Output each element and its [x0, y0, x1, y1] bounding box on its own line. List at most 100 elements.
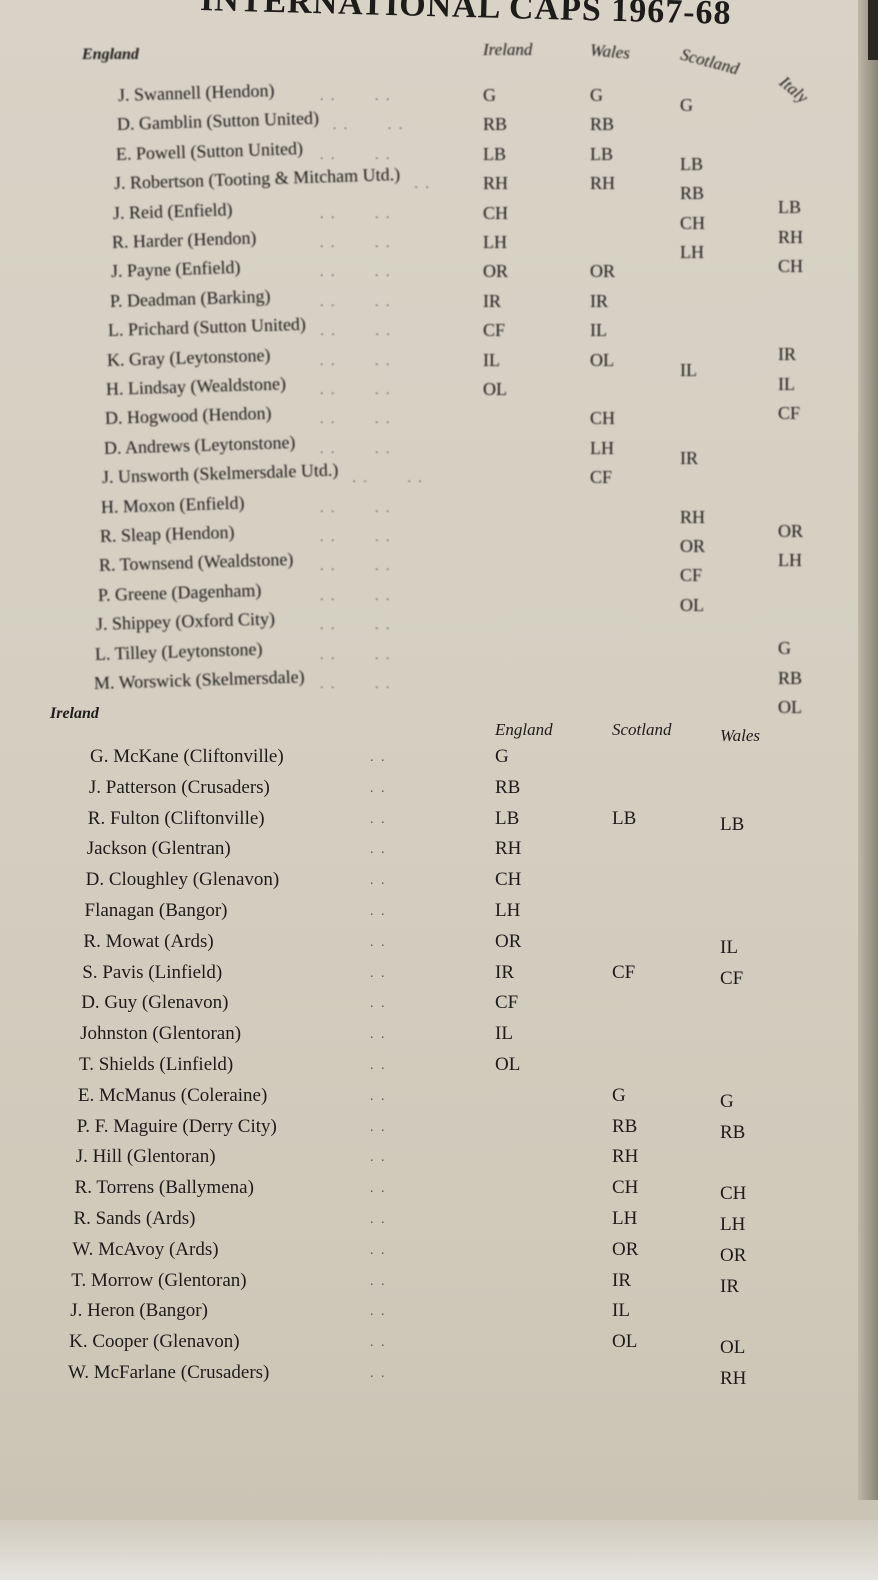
player-name: J. Heron (Bangor) — [70, 1300, 208, 1322]
player-name: J. Reid (Enfield) — [112, 198, 233, 223]
cap-position: G — [483, 85, 496, 105]
player-name: J. Patterson (Crusaders) — [88, 776, 270, 798]
player-row: Flanagan (Bangor) . . LH — [0, 900, 878, 928]
dot-leader: . . . . — [320, 89, 392, 104]
cap-position: OL — [483, 379, 507, 399]
player-row: P. F. Maguire (Derry City) . . RB RB — [0, 1116, 878, 1144]
cap-position: OL — [720, 1337, 746, 1359]
page-edge — [858, 0, 878, 1500]
cap-position: LH — [720, 1214, 746, 1235]
cap-position: RH — [495, 838, 522, 860]
player-row: J. Patterson (Crusaders) . . RB — [0, 777, 878, 805]
dot-leader: . . . . — [320, 618, 392, 634]
player-name: R. Harder (Hendon) — [111, 227, 257, 252]
cap-position: CF — [720, 967, 744, 989]
dot-leader: . . . . — [352, 471, 424, 487]
cap-position: IL — [612, 1300, 630, 1322]
player-name: J. Shippey (Oxford City) — [96, 608, 276, 635]
player-row: D. Guy (Glenavon) . . CF — [0, 992, 878, 1020]
cap-position: LH — [483, 232, 507, 252]
cap-position: IL — [590, 320, 607, 341]
cap-position: RB — [495, 776, 521, 798]
dot-leader: . . — [414, 177, 431, 193]
dot-leader: . . . . — [320, 383, 392, 398]
cap-position: OR — [680, 536, 706, 556]
cap-position: OR — [720, 1244, 747, 1266]
dot-leader: . . . . — [320, 265, 392, 281]
cap-position: CH — [612, 1177, 639, 1199]
cap-position: OL — [680, 594, 704, 615]
player-row: M. Worswick (Skelmersdale). . . . OL — [0, 666, 878, 717]
dot-leader: . . . . — [320, 353, 392, 369]
cap-position: OR — [612, 1238, 639, 1260]
player-name: R. Fulton (Cliftonville) — [87, 807, 265, 829]
page-bottom-margin — [0, 1520, 878, 1580]
column-header: Ireland — [483, 40, 533, 59]
player-name: Jackson (Glentran) — [86, 838, 231, 860]
dot-leader: . . — [370, 1150, 387, 1166]
player-name: K. Gray (Leytonstone) — [106, 344, 271, 370]
book-spine-shadow — [868, 0, 878, 60]
dot-leader: . . — [370, 1181, 387, 1197]
cap-position: LH — [778, 550, 802, 570]
player-name: H. Moxon (Enfield) — [100, 492, 245, 517]
dot-leader: . . — [370, 934, 387, 950]
dot-leader: . . . . — [320, 412, 392, 428]
dot-leader: . . . . — [332, 118, 405, 134]
player-name: T. Morrow (Glentoran) — [71, 1269, 247, 1291]
dot-leader: . . . . — [320, 324, 392, 340]
player-row: T. Shields (Linfield) . . OL — [0, 1054, 878, 1082]
player-row: D. Cloughley (Glenavon) . . CH — [0, 869, 878, 897]
cap-position: IR — [590, 290, 608, 311]
dot-leader: . . — [370, 750, 387, 765]
cap-position: OR — [590, 261, 616, 282]
cap-position: RH — [720, 1368, 747, 1389]
cap-position: IL — [483, 349, 500, 370]
player-row: L. Prichard (Sutton United) . . . . CF IL IR — [0, 314, 878, 364]
dot-leader: . . — [370, 842, 387, 858]
player-name: H. Lindsay (Wealdstone) — [105, 373, 287, 399]
column-header: England — [495, 720, 553, 739]
player-row: D. Hogwood (Hendon) . . . . CH — [0, 403, 878, 436]
player-row: K. Gray (Leytonstone) . . . . IL OL IL IL — [0, 344, 878, 393]
player-name: D. Cloughley (Glenavon) — [85, 869, 280, 891]
cap-position: CH — [590, 408, 616, 429]
cap-position: LB — [590, 143, 614, 164]
cap-position: RB — [680, 183, 705, 204]
cap-position: LH — [680, 242, 704, 262]
player-row: R. Sleap (Hendon) . . . . OR LH — [0, 522, 878, 570]
cap-position: CF — [483, 320, 506, 341]
cap-position: OL — [495, 1054, 521, 1075]
dot-leader: . . . . — [320, 441, 392, 457]
dot-leader: . . . . — [320, 677, 392, 692]
cap-position: RB — [483, 114, 508, 135]
player-row: K. Cooper (Glenavon) . . OL OL — [0, 1331, 878, 1359]
cap-position: LB — [680, 153, 704, 174]
cap-position: LB — [778, 197, 802, 218]
dot-leader: . . — [370, 1273, 387, 1289]
cap-position: G — [680, 95, 693, 115]
player-row: R. Mowat (Ards) . . OR IL — [0, 931, 878, 959]
player-name: P. Deadman (Barking) — [109, 285, 271, 311]
dot-leader: . . — [370, 873, 387, 889]
dot-leader: . . . . — [320, 500, 392, 516]
column-header: Scotland — [678, 44, 742, 79]
cap-position: RH — [680, 506, 706, 527]
cap-position: IL — [680, 359, 697, 380]
dot-leader: . . — [370, 1335, 387, 1351]
dot-leader: . . — [370, 1027, 387, 1043]
player-row: R. Torrens (Ballymena) . . CH CH — [0, 1177, 878, 1205]
cap-position: IR — [495, 961, 514, 983]
player-name: L. Tilley (Leytonstone) — [94, 638, 263, 664]
cap-position: RB — [590, 114, 615, 135]
cap-position: RB — [778, 667, 803, 688]
player-row: R. Sands (Ards) . . LH LH — [0, 1208, 878, 1236]
dot-leader: . . — [370, 1212, 387, 1227]
cap-position: CF — [590, 467, 613, 488]
player-name: P. F. Maguire (Derry City) — [76, 1115, 277, 1137]
player-name: D. Gamblin (Sutton United) — [116, 108, 319, 135]
player-name: J. Payne (Enfield) — [110, 257, 241, 282]
cap-position: IR — [778, 344, 796, 365]
cap-position: OR — [495, 930, 522, 952]
cap-position: LB — [720, 813, 745, 835]
